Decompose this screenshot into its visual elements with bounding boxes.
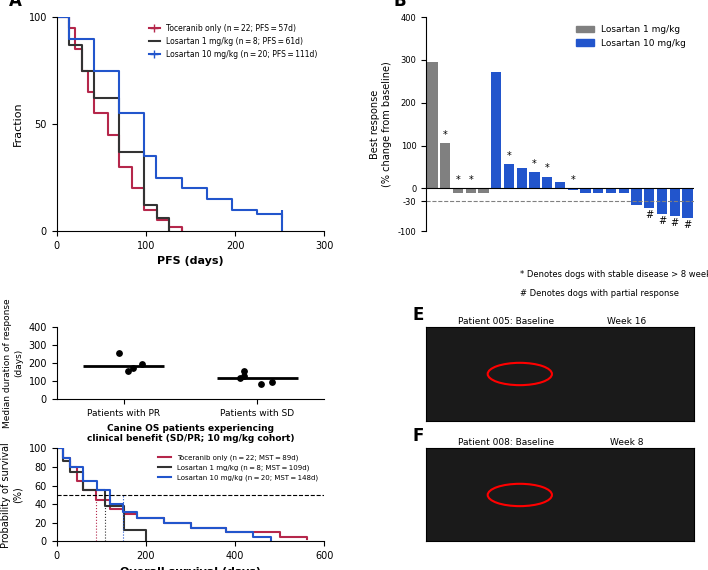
Text: *: * — [456, 175, 460, 185]
Text: *: * — [545, 164, 549, 173]
Text: B: B — [394, 0, 406, 10]
Bar — [606, 188, 616, 193]
Point — [238, 367, 249, 376]
Text: #: # — [670, 218, 679, 229]
Text: Week 16: Week 16 — [607, 316, 646, 325]
Bar — [440, 144, 450, 188]
Text: Patient 005: Baseline: Patient 005: Baseline — [458, 316, 554, 325]
Legend: Toceranib only (n = 22; PFS = 57d), Losartan 1 mg/kg (n = 8; PFS = 61d), Losarta: Toceranib only (n = 22; PFS = 57d), Losa… — [146, 21, 321, 62]
Y-axis label: Probability of survival
(%): Probability of survival (%) — [1, 442, 23, 548]
Text: #: # — [683, 221, 692, 230]
Bar — [428, 62, 438, 188]
Text: *: * — [532, 159, 537, 169]
Text: F: F — [413, 427, 424, 445]
Text: *: * — [443, 130, 447, 140]
Y-axis label: Fraction: Fraction — [13, 102, 23, 146]
Bar — [491, 72, 501, 188]
Y-axis label: Median duration of response
(days): Median duration of response (days) — [4, 299, 23, 428]
Point — [127, 363, 139, 372]
X-axis label: PFS (days): PFS (days) — [157, 256, 224, 266]
Text: # Denotes dogs with partial response: # Denotes dogs with partial response — [520, 289, 679, 298]
Legend: Losartan 1 mg/kg, Losartan 10 mg/kg: Losartan 1 mg/kg, Losartan 10 mg/kg — [572, 22, 690, 51]
Point — [234, 374, 246, 383]
Point — [256, 379, 267, 388]
Text: #: # — [658, 216, 666, 226]
Bar — [479, 188, 489, 193]
Bar — [530, 173, 539, 188]
Bar — [542, 177, 552, 188]
Text: *: * — [507, 150, 511, 161]
Text: *: * — [571, 175, 575, 185]
Bar — [593, 188, 603, 193]
Point — [136, 360, 147, 369]
Text: Patient 008: Baseline: Patient 008: Baseline — [458, 438, 554, 446]
Bar — [504, 164, 514, 188]
Y-axis label: Best response
(% change from baseline): Best response (% change from baseline) — [370, 61, 392, 187]
Text: #: # — [645, 210, 653, 220]
Bar — [657, 188, 667, 214]
Point — [266, 377, 278, 386]
Bar — [517, 168, 527, 188]
Bar — [555, 182, 565, 188]
Text: *: * — [469, 175, 473, 185]
Bar — [453, 188, 463, 193]
Point — [238, 371, 249, 380]
Bar — [568, 188, 578, 190]
Point — [122, 367, 133, 376]
Text: Week 8: Week 8 — [610, 438, 644, 446]
X-axis label: Overall survival (days): Overall survival (days) — [120, 567, 261, 570]
Point — [113, 348, 124, 357]
Bar — [670, 188, 680, 216]
Text: Canine OS patients experiencing
clinical benefit (SD/PR; 10 mg/kg cohort): Canine OS patients experiencing clinical… — [87, 424, 295, 443]
Bar — [632, 188, 641, 205]
Legend: Toceranib only (n = 22; MST = 89d), Losartan 1 mg/kg (n = 8; MST = 109d), Losart: Toceranib only (n = 22; MST = 89d), Losa… — [155, 452, 321, 484]
Bar — [683, 188, 692, 218]
Bar — [644, 188, 654, 207]
Text: * Denotes dogs with stable disease > 8 weeks: * Denotes dogs with stable disease > 8 w… — [520, 270, 708, 279]
Bar — [581, 188, 590, 193]
Text: A: A — [8, 0, 21, 10]
Bar — [619, 188, 629, 193]
Bar — [466, 188, 476, 193]
Text: E: E — [413, 306, 424, 324]
